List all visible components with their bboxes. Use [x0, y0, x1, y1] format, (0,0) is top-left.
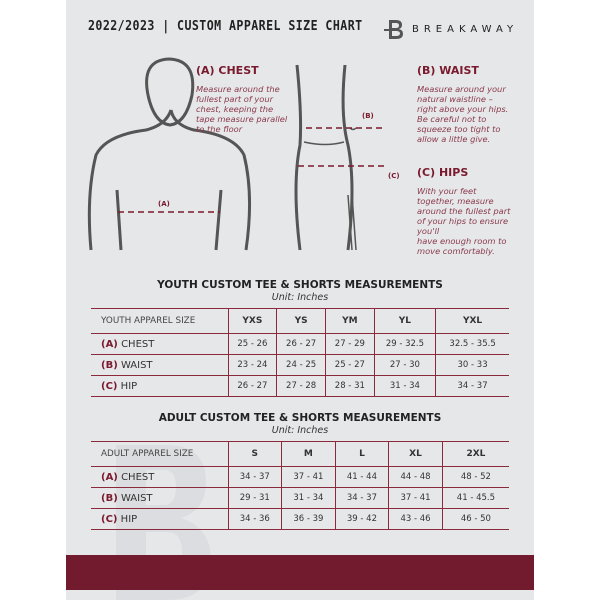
measurement-label: (B) WAIST: [91, 487, 228, 509]
measurement-cell: 48 - 52: [441, 466, 509, 488]
size-header: ADULT APPAREL SIZE: [91, 441, 228, 467]
chest-marker: (A): [158, 200, 170, 208]
youth-table-title: YOUTH CUSTOM TEE & SHORTS MEASUREMENTS: [157, 279, 443, 291]
measurement-name: HIP: [120, 380, 138, 392]
measurement-cell: 27 - 30: [373, 354, 436, 376]
size-chart-page: 2022/2023 | CUSTOM APPAREL SIZE CHART BR…: [66, 0, 534, 600]
upper-body-figure: [87, 57, 252, 251]
size-column-header: 2XL: [441, 441, 509, 467]
table-header-row: ADULT APPAREL SIZE S M L XL 2XL: [91, 441, 509, 467]
table-header-row: YOUTH APPAREL SIZE YXS YS YM YL YXL: [91, 308, 509, 334]
measurement-letter: (C): [101, 513, 118, 525]
table-row: (B) WAIST 29 - 31 31 - 34 34 - 37 37 - 41 41 …: [91, 487, 509, 509]
table-row: (C) HIP 26 - 27 27 - 28 28 - 31 31 - 34 34 - …: [91, 375, 509, 397]
breakaway-logo-icon: [384, 20, 403, 39]
measurement-cell: 39 - 42: [334, 508, 389, 530]
measurement-cell: 28 - 31: [324, 375, 375, 397]
measurement-letter: (A): [101, 338, 118, 350]
adult-size-table: ADULT APPAREL SIZE S M L XL 2XL (A) CHEST 34 - …: [91, 441, 509, 530]
measurement-cell: 26 - 27: [227, 375, 277, 397]
measurement-name: CHEST: [121, 338, 155, 350]
measurement-name: HIP: [120, 513, 138, 525]
lower-body-figure: [294, 64, 357, 251]
size-column-header: YL: [373, 308, 436, 334]
measurement-cell: 34 - 36: [227, 508, 282, 530]
measurement-letter: (C): [101, 380, 118, 392]
measurement-cell: 34 - 37: [435, 375, 509, 397]
measurement-name: WAIST: [120, 359, 153, 371]
measurement-cell: 37 - 41: [388, 487, 443, 509]
adult-unit: Unit: Inches: [271, 425, 329, 436]
measurement-cell: 36 - 39: [281, 508, 336, 530]
chest-heading: (A) CHEST: [196, 64, 259, 77]
measurement-cell: 46 - 50: [441, 508, 509, 530]
measurement-cell: 31 - 34: [281, 487, 336, 509]
measurement-cell: 25 - 27: [324, 354, 375, 376]
measurement-cell: 37 - 41: [281, 466, 336, 488]
hips-heading: (C) HIPS: [417, 166, 469, 179]
measurement-cell: 27 - 29: [324, 333, 375, 355]
table-row: (B) WAIST 23 - 24 24 - 25 25 - 27 27 - 30 30 …: [91, 354, 509, 376]
measurement-cell: 32.5 - 35.5: [435, 333, 509, 355]
measurement-cell: 43 - 46: [388, 508, 443, 530]
measurement-label: (C) HIP: [91, 508, 228, 530]
size-column-header: L: [334, 441, 389, 467]
measurement-cell: 26 - 27: [276, 333, 326, 355]
measurement-cell: 44 - 48: [388, 466, 443, 488]
brand-name: BREAKAWAY: [412, 23, 519, 35]
table-row: (A) CHEST 34 - 37 37 - 41 41 - 44 44 - 48 48 …: [91, 466, 509, 488]
size-column-header: S: [227, 441, 282, 467]
size-column-header: YM: [324, 308, 375, 334]
brand-logo: BREAKAWAY: [384, 18, 518, 40]
size-column-header: YXS: [227, 308, 277, 334]
measurement-label: (C) HIP: [91, 375, 228, 397]
measurement-cell: 23 - 24: [227, 354, 277, 376]
body-figures: (A): [87, 57, 388, 251]
table-row: (C) HIP 34 - 36 36 - 39 39 - 42 43 - 46 46 - …: [91, 508, 509, 530]
size-column-header: XL: [388, 441, 443, 467]
size-header: YOUTH APPAREL SIZE: [91, 308, 228, 334]
measurement-label: (A) CHEST: [91, 333, 228, 355]
measurement-cell: 41 - 45.5: [441, 487, 509, 509]
measurement-letter: (B): [101, 492, 118, 504]
measurement-cell: 34 - 37: [334, 487, 389, 509]
hips-marker: (C): [388, 172, 400, 180]
size-column-header: YS: [276, 308, 326, 334]
page-title: 2022/2023 | CUSTOM APPAREL SIZE CHART: [88, 18, 363, 34]
measurement-cell: 27 - 28: [276, 375, 326, 397]
waist-heading: (B) WAIST: [417, 64, 479, 77]
measurement-cell: 31 - 34: [373, 375, 436, 397]
waist-description: Measure around your natural waistline – ri…: [417, 84, 509, 144]
adult-table-title: ADULT CUSTOM TEE & SHORTS MEASUREMENTS: [158, 412, 442, 424]
youth-unit: Unit: Inches: [271, 292, 329, 303]
measurement-label: (B) WAIST: [91, 354, 228, 376]
measurement-cell: 30 - 33: [435, 354, 509, 376]
measurement-letter: (A): [101, 471, 118, 483]
measurement-name: WAIST: [120, 492, 153, 504]
measurement-cell: 25 - 26: [227, 333, 277, 355]
chest-description: Measure around the fullest part of your ch…: [196, 84, 288, 134]
size-column-header: YXL: [435, 308, 509, 334]
measurement-cell: 29 - 32.5: [373, 333, 436, 355]
hips-description: With your feet together, measure around th…: [417, 186, 511, 256]
measurement-name: CHEST: [121, 471, 155, 483]
measurement-cell: 24 - 25: [276, 354, 326, 376]
measurement-cell: 29 - 31: [227, 487, 282, 509]
waist-marker: (B): [362, 112, 374, 120]
footer-band: [66, 555, 534, 590]
size-column-header: M: [281, 441, 336, 467]
measurement-letter: (B): [101, 359, 118, 371]
youth-size-table: YOUTH APPAREL SIZE YXS YS YM YL YXL (A) CHEST 2…: [91, 308, 509, 397]
measurement-cell: 41 - 44: [334, 466, 389, 488]
measurement-label: (A) CHEST: [91, 466, 228, 488]
measurement-cell: 34 - 37: [227, 466, 282, 488]
table-row: (A) CHEST 25 - 26 26 - 27 27 - 29 29 - 32.5 3…: [91, 333, 509, 355]
